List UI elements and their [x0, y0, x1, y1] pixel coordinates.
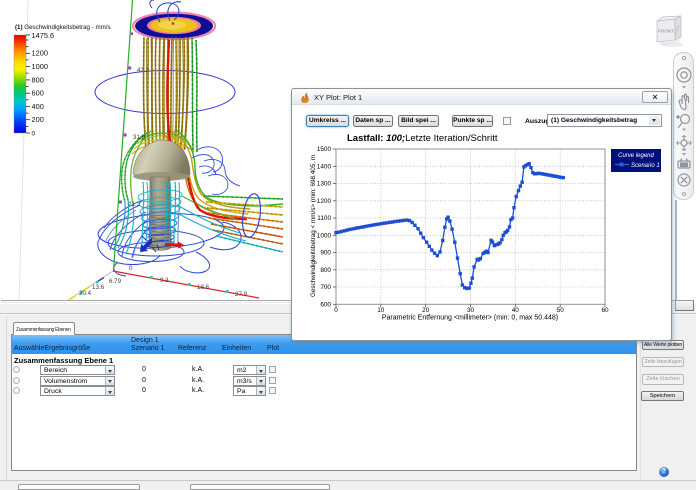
svg-text:1500: 1500 [317, 146, 332, 153]
svg-text:50: 50 [557, 307, 565, 314]
svg-text:20.4: 20.4 [79, 290, 92, 297]
svg-text:LINKS: LINKS [674, 25, 681, 37]
svg-text:6.79: 6.79 [109, 278, 122, 285]
svg-text:30: 30 [467, 307, 475, 314]
svg-text:600: 600 [320, 302, 331, 309]
svg-text:1000: 1000 [317, 233, 332, 240]
svg-text:Lastfall: 100;Letzte Iteratio: Lastfall: 100;Letzte Iteration/Schritt [347, 133, 498, 144]
svg-text:800: 800 [320, 267, 331, 274]
svg-text:13.6: 13.6 [92, 284, 105, 291]
svg-text:1400: 1400 [317, 164, 332, 171]
svg-text:0: 0 [129, 265, 133, 272]
svg-text:9.3: 9.3 [160, 277, 169, 284]
svg-text:20: 20 [422, 307, 430, 314]
svg-text:1000: 1000 [32, 62, 48, 71]
svg-text:FRONT: FRONT [658, 29, 674, 34]
svg-text:42.2: 42.2 [137, 67, 150, 74]
svg-text:1100: 1100 [317, 215, 331, 222]
svg-text:900: 900 [320, 250, 331, 257]
svg-text:21.2: 21.2 [128, 201, 141, 208]
svg-text:Scenario 1: Scenario 1 [631, 163, 660, 169]
svg-text:0: 0 [32, 130, 36, 137]
svg-text:31.8: 31.8 [133, 134, 146, 141]
svg-text:1200: 1200 [32, 49, 48, 58]
svg-text:0: 0 [334, 307, 338, 314]
svg-text:700: 700 [320, 284, 331, 291]
svg-text:1200: 1200 [317, 198, 332, 205]
svg-text:(1) Geschwindigkeitsbetrag - m: (1) Geschwindigkeitsbetrag - mm/s [15, 24, 111, 31]
svg-text:Parametric Entfernung <millime: Parametric Entfernung <millimeter> (min:… [382, 315, 558, 322]
svg-text:27.9: 27.9 [235, 291, 248, 298]
svg-text:200: 200 [32, 115, 44, 124]
svg-text:800: 800 [32, 75, 44, 84]
svg-text:Curve legend: Curve legend [618, 153, 654, 159]
svg-text:60: 60 [601, 307, 609, 314]
svg-text:600: 600 [32, 89, 44, 98]
svg-text:1475.6: 1475.6 [32, 31, 55, 40]
svg-text:10: 10 [377, 307, 385, 314]
svg-text:Geschwindigkeitsbetrag < mm/s>: Geschwindigkeitsbetrag < mm/s> (min: 698… [310, 155, 317, 297]
svg-text:1300: 1300 [317, 181, 332, 188]
svg-text:400: 400 [32, 102, 44, 111]
svg-text:18.6: 18.6 [197, 284, 210, 291]
svg-text:40: 40 [512, 307, 520, 314]
